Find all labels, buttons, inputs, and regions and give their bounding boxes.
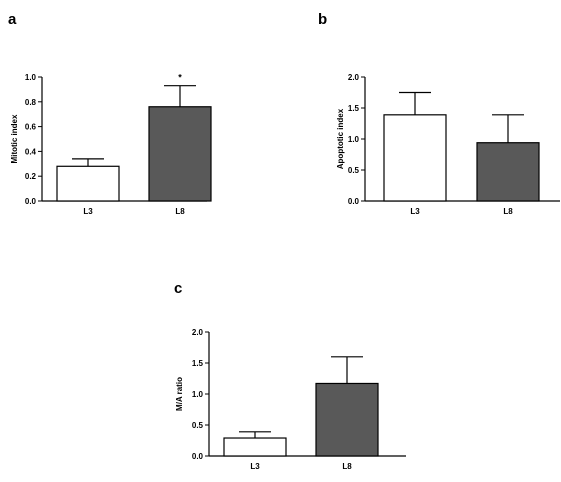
y-tick-label: 0.0	[348, 197, 360, 206]
y-tick-label: 2.0	[192, 328, 204, 337]
bar-l8	[148, 106, 212, 202]
panel-label: b	[318, 11, 327, 28]
x-category-label: L3	[250, 462, 260, 471]
y-tick-label: 1.5	[192, 359, 204, 368]
x-category-label: L8	[342, 462, 352, 471]
y-tick-label: 0.8	[25, 98, 37, 107]
x-category-label: L8	[503, 207, 513, 216]
chart-panel-a: a 0.0 0.2 0.4 0.6 0.8 1.0 Mitotic index L3 L8 *	[8, 11, 212, 216]
y-tick-label: 0.6	[25, 123, 37, 132]
y-tick-label: 2.0	[348, 73, 360, 82]
bar-l8	[476, 142, 540, 202]
bar-l3	[56, 165, 120, 202]
x-category-label: L3	[410, 207, 420, 216]
y-tick-label: 0.0	[25, 197, 37, 206]
y-axis-title: Mitotic index	[10, 114, 19, 163]
y-tick-label: 1.0	[192, 390, 204, 399]
significance-marker: *	[178, 73, 182, 83]
y-tick-label: 0.5	[348, 166, 360, 175]
bar-l3	[383, 114, 447, 202]
y-tick-label: 1.0	[348, 135, 360, 144]
x-category-label: L8	[175, 207, 185, 216]
chart-panel-b: b 0.0 0.5 1.0 1.5 2.0 Apoptotic index L3 L8	[318, 11, 560, 216]
y-tick-label: 0.0	[192, 452, 204, 461]
y-tick-label: 0.5	[192, 421, 204, 430]
panel-label: c	[174, 280, 182, 297]
y-axis-title: Apoptotic index	[336, 108, 345, 169]
bar-l8	[315, 382, 379, 457]
bar-l3	[223, 437, 287, 457]
y-tick-label: 1.0	[25, 73, 37, 82]
panel-label: a	[8, 11, 17, 28]
x-category-label: L3	[83, 207, 93, 216]
y-tick-label: 1.5	[348, 104, 360, 113]
y-tick-label: 0.4	[25, 147, 37, 156]
y-tick-label: 0.2	[25, 172, 37, 181]
chart-panel-c: c 0.0 0.5 1.0 1.5 2.0 M/A ratio L3 L8	[174, 280, 406, 471]
y-axis-title: M/A ratio	[175, 377, 184, 411]
